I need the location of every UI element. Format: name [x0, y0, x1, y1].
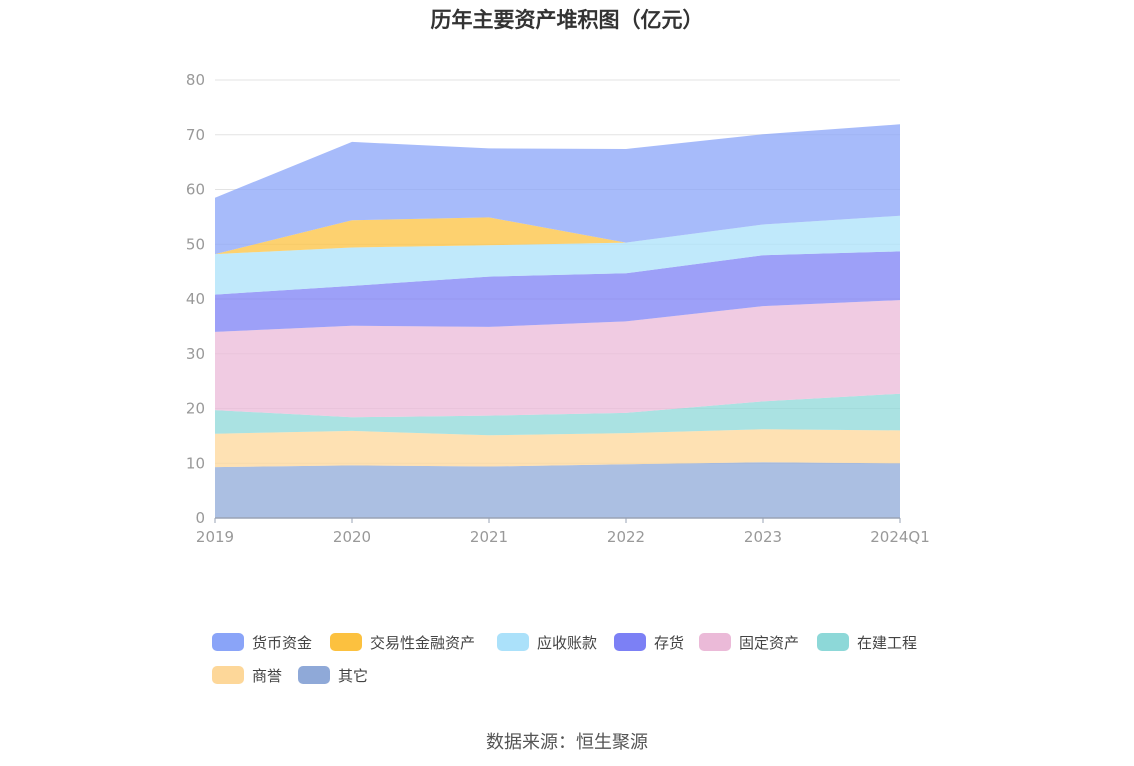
legend-item[interactable]: 应收账款	[497, 630, 597, 654]
y-tick-label: 10	[186, 454, 205, 472]
legend-swatch	[614, 633, 646, 651]
legend-label: 应收账款	[537, 633, 598, 652]
area-在建工程	[215, 393, 900, 436]
legend-label: 在建工程	[857, 633, 918, 652]
y-tick-label: 50	[186, 235, 205, 253]
legend-item[interactable]: 存货	[614, 630, 684, 654]
x-tick-label: 2022	[607, 528, 645, 546]
legend-swatch	[497, 633, 529, 651]
legend-swatch	[212, 666, 244, 684]
legend-swatch	[330, 633, 362, 651]
area-存货	[215, 251, 900, 332]
legend-swatch	[699, 633, 731, 651]
chart-title: 历年主要资产堆积图（亿元）	[430, 8, 704, 32]
legend-item[interactable]: 其它	[298, 663, 368, 687]
x-tick-label: 2020	[333, 528, 371, 546]
area-商誉	[215, 429, 900, 468]
legend-item[interactable]: 固定资产	[699, 630, 799, 654]
legend-label: 其它	[338, 666, 369, 685]
area-交易性金融资产	[215, 215, 900, 255]
legend-label: 固定资产	[739, 633, 800, 652]
x-tick-label: 2021	[470, 528, 508, 546]
area-货币资金	[215, 124, 900, 255]
data-source-note: 数据来源：恒生聚源	[486, 732, 648, 753]
legend-item[interactable]: 交易性金融资产	[330, 630, 475, 654]
legend-label: 存货	[654, 633, 685, 652]
area-应收账款	[215, 215, 900, 295]
y-tick-label: 40	[186, 290, 205, 308]
legend-label: 货币资金	[252, 633, 313, 652]
y-tick-label: 0	[195, 509, 205, 527]
stacked-area-chart: 0 10 20 30 40 50 60 70 80 2019 2020 2021 2022 2023 202…	[186, 71, 930, 546]
legend-swatch	[212, 633, 244, 651]
legend-item[interactable]: 商誉	[212, 663, 282, 687]
area-series	[215, 124, 900, 518]
y-tick-label: 70	[186, 126, 205, 144]
y-tick-label: 60	[186, 181, 205, 199]
x-tick-label: 2023	[744, 528, 782, 546]
area-固定资产	[215, 300, 900, 418]
y-tick-label: 30	[186, 345, 205, 363]
x-tick-label: 2024Q1	[870, 528, 930, 546]
legend-swatch	[817, 633, 849, 651]
y-tick-label: 20	[186, 400, 205, 418]
legend-item[interactable]: 在建工程	[817, 630, 917, 654]
axes: 0 10 20 30 40 50 60 70 80 2019 2020 2021 2022 2023 202…	[186, 71, 930, 546]
area-其它	[215, 462, 900, 518]
y-tick-label: 80	[186, 71, 205, 89]
legend-item[interactable]: 货币资金	[212, 630, 312, 654]
legend-swatch	[298, 666, 330, 684]
legend-label: 商誉	[252, 666, 283, 685]
legend-label: 交易性金融资产	[370, 633, 476, 652]
x-tick-label: 2019	[196, 528, 234, 546]
